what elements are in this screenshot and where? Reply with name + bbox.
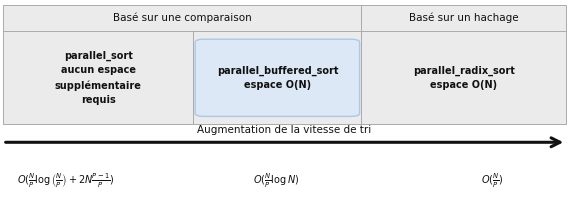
Text: Augmentation de la vitesse de tri: Augmentation de la vitesse de tri — [197, 125, 372, 135]
Text: parallel_radix_sort
espace O(N): parallel_radix_sort espace O(N) — [413, 65, 515, 90]
Text: $O(\frac{N}{P})$: $O(\frac{N}{P})$ — [481, 172, 504, 190]
Text: $O(\frac{N}{P}\log\left(\frac{N}{P}\right)+2N\frac{P-1}{P})$: $O(\frac{N}{P}\log\left(\frac{N}{P}\righ… — [17, 172, 114, 190]
Text: Basé sur un hachage: Basé sur un hachage — [409, 13, 518, 23]
Text: Basé sur une comparaison: Basé sur une comparaison — [113, 13, 251, 23]
FancyBboxPatch shape — [195, 39, 360, 116]
Text: parallel_sort
aucun espace
supplémentaire
requis: parallel_sort aucun espace supplémentair… — [55, 51, 142, 105]
Text: parallel_buffered_sort
espace O(N): parallel_buffered_sort espace O(N) — [217, 65, 338, 90]
Bar — [3, 5, 566, 124]
Text: $O(\frac{N}{P}\log N)$: $O(\frac{N}{P}\log N)$ — [253, 172, 299, 190]
